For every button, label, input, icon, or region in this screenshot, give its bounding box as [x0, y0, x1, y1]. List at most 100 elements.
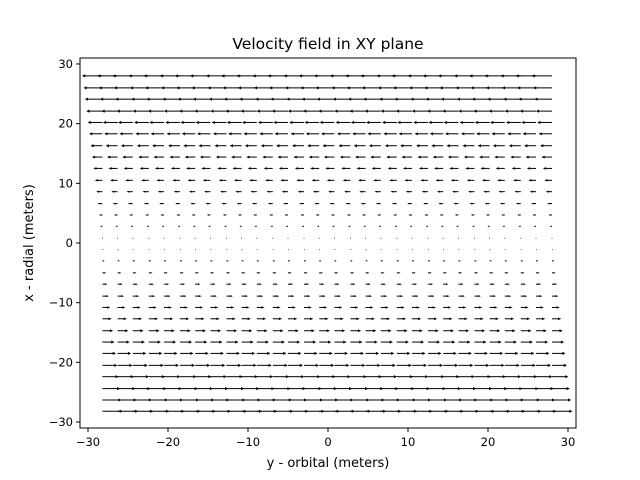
velocity-arrow	[101, 109, 118, 113]
velocity-arrow	[117, 260, 120, 262]
velocity-arrow	[210, 351, 224, 356]
velocity-arrow	[492, 144, 505, 148]
velocity-arrow	[181, 132, 196, 136]
velocity-arrow	[197, 132, 211, 136]
velocity-arrow	[440, 97, 459, 101]
velocity-arrow	[288, 249, 289, 251]
velocity-arrow	[256, 387, 275, 391]
velocity-arrow	[131, 97, 149, 101]
velocity-arrow	[520, 329, 532, 333]
velocity-arrow	[117, 329, 129, 333]
velocity-arrow	[176, 214, 180, 216]
velocity-arrow	[350, 272, 355, 274]
velocity-arrow	[380, 363, 396, 367]
velocity-arrow	[338, 144, 351, 148]
y-tick-label: −20	[49, 355, 73, 369]
velocity-arrow	[350, 317, 360, 321]
velocity-arrow	[147, 109, 164, 113]
velocity-arrow	[210, 260, 213, 262]
velocity-arrow	[349, 109, 366, 113]
axes-frame	[79, 57, 577, 429]
x-tick-label: −30	[76, 435, 100, 449]
velocity-arrow	[132, 272, 137, 274]
velocity-arrow	[319, 351, 333, 356]
velocity-arrow	[145, 214, 149, 216]
velocity-arrow	[366, 120, 381, 125]
velocity-arrow	[536, 260, 539, 262]
velocity-arrow	[238, 214, 242, 216]
velocity-arrow	[443, 306, 452, 309]
velocity-arrow	[551, 237, 553, 239]
x-tick-label: 10	[401, 435, 416, 449]
velocity-arrow	[288, 283, 294, 286]
velocity-arrow	[491, 132, 505, 136]
velocity-arrow	[326, 179, 335, 182]
velocity-arrow	[319, 283, 325, 286]
velocity-arrow	[226, 363, 242, 367]
velocity-arrow	[183, 144, 196, 148]
velocity-arrow	[443, 249, 445, 251]
velocity-arrow	[520, 237, 522, 239]
velocity-arrow	[117, 351, 132, 356]
velocity-arrow	[483, 190, 490, 193]
velocity-arrow	[380, 340, 393, 344]
velocity-arrow	[319, 329, 330, 333]
velocity-arrow	[192, 97, 211, 101]
velocity-arrow	[180, 260, 183, 262]
velocity-arrow	[285, 225, 288, 227]
velocity-arrow	[187, 179, 196, 182]
velocity-arrow	[139, 167, 149, 170]
velocity-arrow	[474, 340, 487, 344]
velocity-arrow	[428, 317, 438, 321]
velocity-arrow	[365, 317, 375, 321]
velocity-arrow	[474, 272, 479, 274]
velocity-arrow	[344, 190, 351, 193]
velocity-arrow	[552, 283, 558, 286]
velocity-arrow	[210, 283, 216, 286]
velocity-arrow	[180, 295, 187, 298]
velocity-arrow	[396, 249, 398, 251]
velocity-arrow	[241, 272, 246, 274]
velocity-arrow	[489, 375, 506, 379]
velocity-arrow	[299, 202, 304, 205]
velocity-arrow	[97, 202, 103, 205]
velocity-arrow	[114, 214, 118, 216]
velocity-arrow	[210, 340, 223, 344]
velocity-arrow	[93, 167, 103, 170]
velocity-arrow	[177, 225, 180, 227]
velocity-arrow	[217, 167, 227, 170]
velocity-arrow	[138, 155, 149, 159]
velocity-arrow	[428, 249, 429, 251]
velocity-arrow	[86, 109, 103, 113]
velocity-arrow	[157, 190, 164, 193]
velocity-arrow	[490, 120, 505, 125]
velocity-arrow	[141, 179, 149, 182]
velocity-arrow	[334, 351, 348, 356]
velocity-arrow	[272, 260, 275, 262]
velocity-arrow	[534, 97, 552, 101]
velocity-arrow	[163, 109, 180, 113]
velocity-arrow	[345, 202, 351, 205]
velocity-arrow	[241, 260, 244, 262]
velocity-arrow	[334, 283, 340, 286]
velocity-arrow	[510, 155, 521, 159]
velocity-arrow	[256, 109, 273, 113]
velocity-arrow	[269, 214, 273, 216]
velocity-arrow	[435, 179, 444, 182]
velocity-arrow	[233, 179, 242, 182]
velocity-arrow	[180, 363, 195, 367]
velocity-arrow	[396, 260, 399, 262]
x-axis: −30 −20 −10 0 10 20 30	[76, 428, 575, 449]
velocity-arrow	[221, 202, 227, 205]
velocity-arrow	[240, 109, 257, 113]
velocity-arrow	[474, 387, 493, 391]
velocity-arrow	[232, 167, 242, 170]
velocity-arrow	[102, 351, 116, 356]
velocity-arrow	[412, 317, 422, 321]
velocity-arrow	[396, 295, 404, 298]
velocity-arrow	[164, 272, 168, 274]
velocity-arrow	[443, 120, 459, 125]
velocity-arrow	[466, 179, 475, 182]
velocity-arrow	[536, 375, 553, 379]
velocity-arrow	[256, 237, 258, 239]
